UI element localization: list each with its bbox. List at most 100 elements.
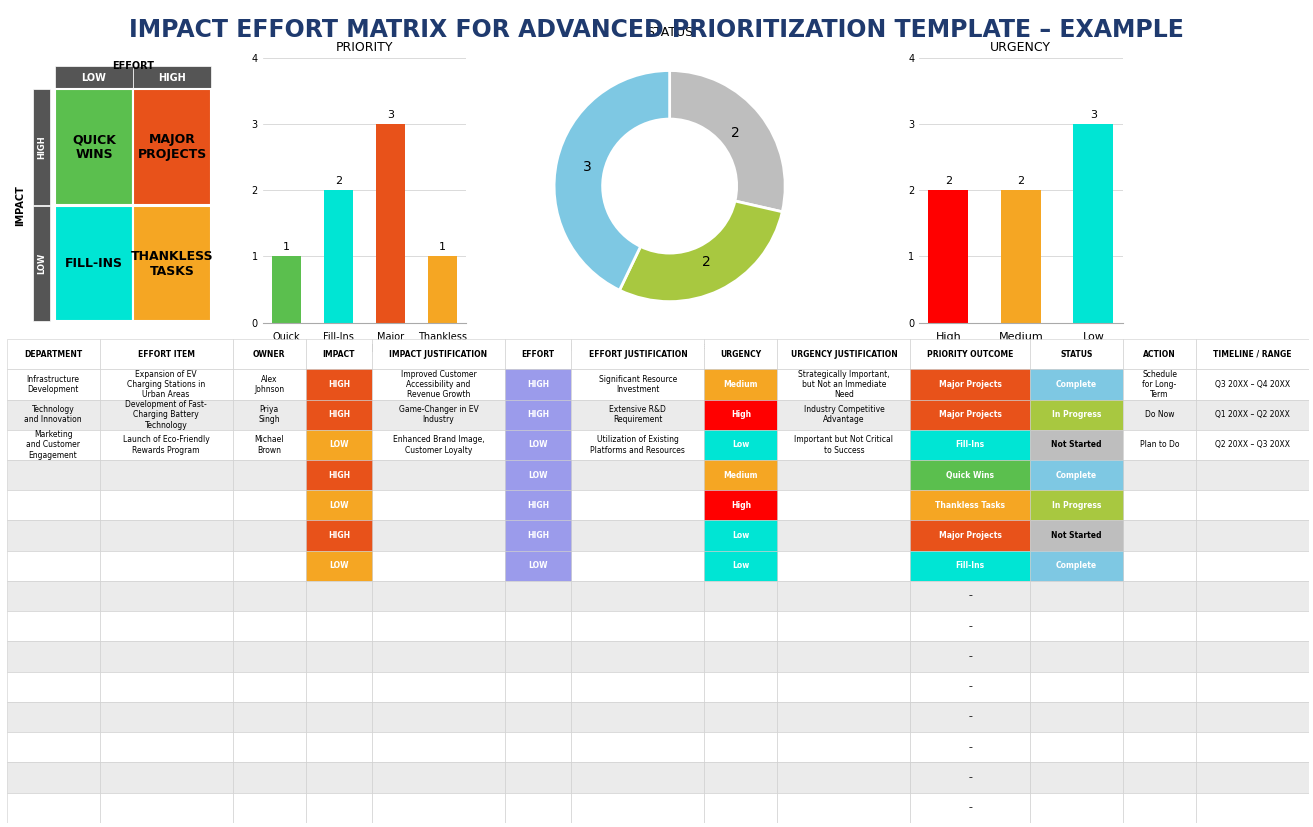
Text: EFFORT ITEM: EFFORT ITEM [138, 350, 194, 359]
Bar [133, 65, 211, 89]
Bar [232, 792, 306, 823]
Bar [777, 520, 910, 551]
Bar [133, 206, 211, 321]
Text: ACTION: ACTION [1144, 350, 1176, 359]
Text: URGENCY: URGENCY [721, 350, 762, 359]
Bar [506, 792, 571, 823]
Bar [571, 732, 704, 762]
Text: –: – [968, 622, 972, 631]
Text: 3: 3 [387, 110, 394, 120]
Bar [232, 460, 306, 490]
Bar [306, 762, 372, 792]
Bar [1029, 460, 1123, 490]
Bar [306, 642, 372, 672]
Bar [1196, 339, 1309, 370]
Bar [306, 672, 372, 702]
Bar [1196, 370, 1309, 399]
Bar [1001, 190, 1041, 323]
Bar [7, 702, 100, 732]
Bar [100, 792, 232, 823]
Text: Infrastructure
Development: Infrastructure Development [26, 375, 80, 394]
Bar [910, 551, 1029, 581]
Bar [7, 430, 100, 460]
Bar [1029, 399, 1123, 430]
Bar [1123, 460, 1196, 490]
Text: OWNER: OWNER [253, 350, 285, 359]
Bar [1196, 611, 1309, 642]
Bar [33, 206, 50, 321]
Bar [910, 460, 1029, 490]
Bar [306, 339, 372, 370]
Bar [777, 581, 910, 611]
Bar [704, 792, 777, 823]
Bar [1196, 792, 1309, 823]
Bar [306, 460, 372, 490]
Bar [777, 399, 910, 430]
Bar [910, 732, 1029, 762]
Text: IMPACT: IMPACT [14, 185, 25, 226]
Bar [232, 642, 306, 672]
Bar [506, 430, 571, 460]
Bar [571, 672, 704, 702]
Bar [306, 792, 372, 823]
Bar [1196, 581, 1309, 611]
Text: 3: 3 [583, 160, 592, 174]
Bar [372, 430, 506, 460]
Text: Launch of Eco-Friendly
Rewards Program: Launch of Eco-Friendly Rewards Program [122, 435, 210, 455]
Bar [704, 339, 777, 370]
Bar [571, 642, 704, 672]
Text: Improved Customer
Accessibility and
Revenue Growth: Improved Customer Accessibility and Reve… [400, 370, 477, 399]
Bar [55, 206, 133, 321]
Bar [571, 702, 704, 732]
Bar [1074, 124, 1113, 323]
Bar [704, 551, 777, 581]
Bar [1123, 339, 1196, 370]
Text: –: – [968, 743, 972, 752]
Bar [704, 642, 777, 672]
Text: Development of Fast-
Charging Battery
Technology: Development of Fast- Charging Battery Te… [125, 399, 207, 429]
Bar [100, 581, 232, 611]
Bar [1123, 792, 1196, 823]
Bar [376, 124, 404, 323]
Bar [777, 672, 910, 702]
Text: 2: 2 [731, 127, 741, 141]
Bar [7, 339, 100, 370]
Bar [571, 430, 704, 460]
Text: EFFORT: EFFORT [521, 350, 555, 359]
Text: Q1 20XX – Q2 20XX: Q1 20XX – Q2 20XX [1215, 410, 1289, 419]
Bar [100, 551, 232, 581]
Text: Low: Low [733, 531, 750, 540]
Text: In Progress: In Progress [1052, 501, 1102, 510]
Text: DEPARTMENT: DEPARTMENT [24, 350, 83, 359]
Bar [571, 339, 704, 370]
Bar [100, 672, 232, 702]
Wedge shape [620, 201, 783, 302]
Bar [1123, 611, 1196, 642]
Bar [7, 460, 100, 490]
Bar [7, 520, 100, 551]
Bar [306, 581, 372, 611]
Text: Schedule
for Long-
Term: Schedule for Long- Term [1142, 370, 1176, 399]
Text: Not Started: Not Started [1052, 531, 1102, 540]
Bar [100, 370, 232, 399]
Text: LOW: LOW [330, 441, 348, 449]
Bar [506, 762, 571, 792]
Text: –: – [968, 591, 972, 600]
Bar [777, 702, 910, 732]
Bar [7, 672, 100, 702]
Text: THANKLESS
TASKS: THANKLESS TASKS [131, 250, 214, 278]
Bar [910, 611, 1029, 642]
Text: Not Started: Not Started [1052, 441, 1102, 449]
Bar [1029, 762, 1123, 792]
Text: HIGH: HIGH [328, 410, 349, 419]
Bar [33, 89, 50, 205]
Bar [910, 792, 1029, 823]
Text: Medium: Medium [723, 471, 758, 480]
Title: PRIORITY: PRIORITY [336, 41, 393, 54]
Text: MAJOR
PROJECTS: MAJOR PROJECTS [138, 133, 207, 161]
Text: Strategically Important,
but Not an Immediate
Need: Strategically Important, but Not an Imme… [798, 370, 890, 399]
Bar [571, 762, 704, 792]
Text: –: – [968, 652, 972, 661]
Bar [910, 762, 1029, 792]
Text: Do Now: Do Now [1145, 410, 1174, 419]
